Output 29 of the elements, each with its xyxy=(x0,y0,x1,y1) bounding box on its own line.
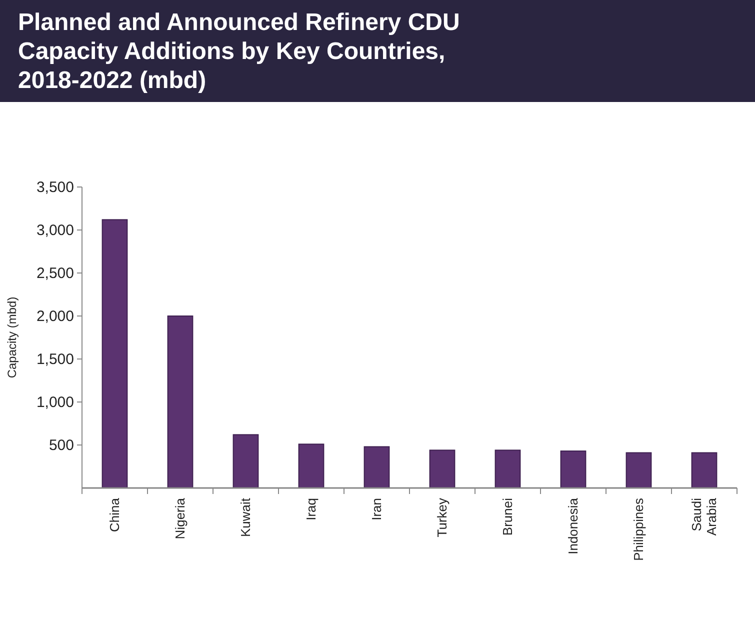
y-tick-label: 3,500 xyxy=(36,178,74,196)
bar xyxy=(298,444,324,488)
bar xyxy=(102,219,128,488)
bar xyxy=(691,452,718,488)
x-tick-label: Kuwait xyxy=(238,498,253,538)
x-tick-label: Iraq xyxy=(303,498,318,520)
bar xyxy=(626,452,652,488)
bar xyxy=(494,450,521,488)
bar xyxy=(364,446,390,488)
x-tick-label: Iran xyxy=(368,498,384,520)
y-tick-label: 2,500 xyxy=(36,264,74,282)
x-tick-label: Indonesia xyxy=(565,497,580,554)
y-tick-label: 1,000 xyxy=(36,394,74,411)
bar xyxy=(232,434,259,488)
x-tick-label: Brunei xyxy=(500,498,515,536)
y-tick-label: 3,000 xyxy=(36,222,74,239)
x-tick-label: Philippines xyxy=(630,498,646,561)
bar xyxy=(429,450,456,488)
y-tick-label: 500 xyxy=(48,436,74,454)
y-tick-label: 1,500 xyxy=(36,350,74,368)
bar xyxy=(560,450,586,488)
x-tick-label: Turkey xyxy=(434,498,450,538)
x-tick-label: Saudi Arabia xyxy=(688,497,719,536)
bar xyxy=(167,316,194,488)
y-tick-label: 2,000 xyxy=(36,308,74,325)
x-tick-label: China xyxy=(106,497,122,532)
x-tick-label: Nigeria xyxy=(172,497,188,540)
y-axis-title: Capacity (mbd) xyxy=(5,296,19,378)
chart-title: Planned and Announced Refinery CDU Capacity Additions by Key Countries, 2018-2022 (mbd) xyxy=(18,9,460,94)
